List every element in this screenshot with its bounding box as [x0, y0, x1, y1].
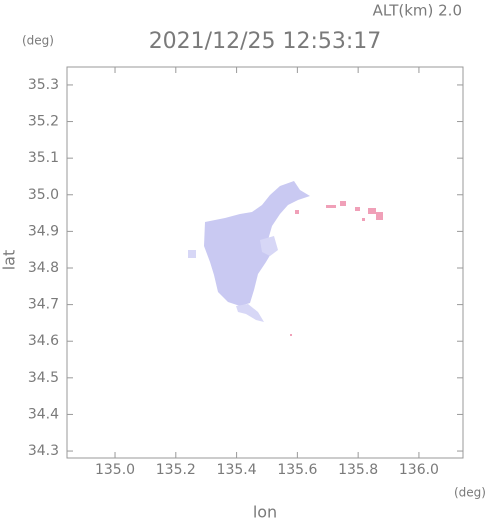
x-tick-label: 135.6: [277, 462, 317, 478]
x-tick-label: 135.2: [156, 462, 196, 478]
y-tick-label: 34.5: [28, 370, 59, 386]
plot-frame: [66, 66, 464, 459]
y-tick-label: 35.3: [28, 77, 59, 93]
y-tick-label: 35.2: [28, 114, 59, 130]
x-tick-label: 135.8: [338, 462, 378, 478]
chart-title: 2021/12/25 12:53:17: [149, 29, 382, 54]
y-axis-label: lat: [0, 250, 19, 271]
y-tick-label: 35.1: [28, 150, 59, 166]
y-tick-label: 34.4: [28, 406, 59, 422]
y-tick-label: 34.7: [28, 297, 59, 313]
altitude-label: ALT(km) 2.0: [373, 2, 462, 20]
y-tick-label: 34.8: [28, 260, 59, 276]
x-unit: (deg): [454, 486, 486, 500]
x-tick-label: 136.0: [399, 462, 439, 478]
x-axis-label: lon: [253, 503, 277, 521]
x-tick-label: 135.4: [217, 462, 257, 478]
y-unit: (deg): [22, 34, 54, 48]
radar-echo: [188, 181, 383, 336]
y-tick-label: 34.3: [28, 443, 59, 459]
y-tick-label: 35.0: [28, 187, 59, 203]
x-tick-label: 135.0: [95, 462, 135, 478]
y-tick-label: 34.6: [28, 333, 59, 349]
y-tick-label: 34.9: [28, 223, 59, 239]
